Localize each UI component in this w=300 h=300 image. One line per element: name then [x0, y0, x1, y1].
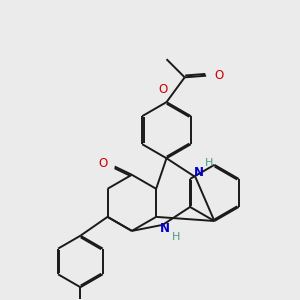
Text: O: O	[214, 69, 223, 82]
Text: O: O	[158, 83, 167, 96]
Text: O: O	[98, 157, 108, 170]
Text: H: H	[172, 232, 180, 242]
Text: H: H	[204, 158, 213, 168]
Text: N: N	[194, 166, 204, 178]
Text: N: N	[160, 222, 170, 235]
